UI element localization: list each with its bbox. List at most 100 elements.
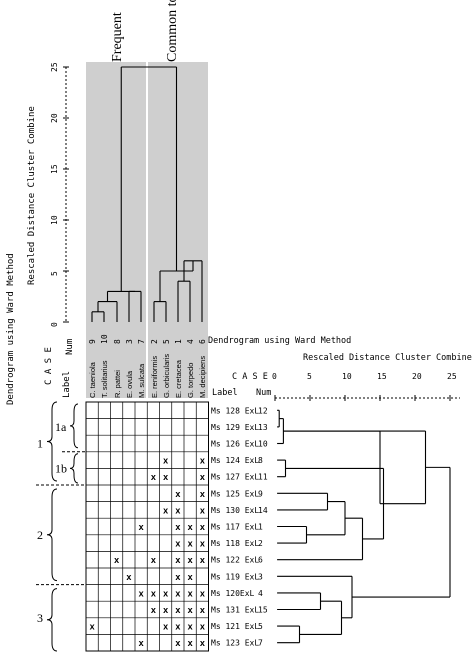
case-header: C A S E: [232, 372, 268, 382]
case-axis-tick-label: 25: [447, 372, 457, 381]
matrix-mark: x: [163, 622, 168, 632]
row-label: Ms 122 ExL: [211, 556, 259, 565]
matrix-mark: x: [200, 622, 205, 632]
row-num: 15: [258, 606, 268, 615]
row-num: 6: [258, 556, 263, 565]
matrix-mark: x: [188, 605, 193, 615]
matrix-mark: x: [175, 555, 180, 565]
group-label-1a: 1a: [55, 420, 67, 434]
row-num: 14: [258, 506, 268, 515]
row-label: Ms 120ExL: [211, 589, 255, 598]
row-label: Ms 124 ExL: [211, 456, 259, 465]
species-name: E. reniformis: [150, 356, 159, 398]
row-num: 5: [258, 622, 263, 631]
matrix-mark: x: [200, 505, 205, 515]
matrix-mark: x: [163, 505, 168, 515]
case-axis: 0 5 10 15 20 25: [272, 372, 460, 401]
matrix-mark: x: [139, 638, 144, 648]
matrix-mark: x: [151, 605, 156, 615]
matrix-mark: x: [188, 588, 193, 598]
matrix-mark: x: [188, 539, 193, 549]
top-num-label: Num: [65, 339, 75, 355]
group-label-frequent: Frequent: [110, 12, 125, 62]
matrix-mark: x: [200, 539, 205, 549]
matrix-mark: x: [151, 588, 156, 598]
brace-group-3: [46, 588, 58, 652]
matrix-mark: x: [175, 522, 180, 532]
top-label-header: Label: [62, 371, 72, 398]
species-name: C. taeniola: [88, 361, 97, 398]
matrix-mark: x: [90, 622, 95, 632]
matrix-mark: x: [188, 522, 193, 532]
matrix-mark: x: [200, 638, 205, 648]
matrix-mark: x: [175, 505, 180, 515]
matrix-mark: x: [188, 572, 193, 582]
matrix-mark: x: [188, 622, 193, 632]
row-num: 9: [258, 489, 263, 498]
matrix-mark: x: [200, 522, 205, 532]
case-num-header: Num: [256, 388, 271, 398]
matrix-mark: x: [163, 472, 168, 482]
row-num: 8: [258, 456, 263, 465]
frequent-band: [86, 62, 146, 398]
species-name: E. cretacea: [174, 359, 183, 398]
matrix-mark: x: [200, 472, 205, 482]
brace-group-1: [46, 401, 58, 482]
case-axis-tick-label: 20: [412, 372, 422, 381]
species-num: 3: [125, 339, 134, 344]
group-braces: 1 1a 1b 2 3: [36, 401, 86, 652]
species-num: 10: [100, 334, 109, 344]
row-label: Ms 127 ExL: [211, 473, 259, 482]
matrix-mark: x: [163, 605, 168, 615]
top-axis-tick-label: 25: [50, 62, 59, 72]
row-label: Ms 125 ExL: [211, 489, 259, 498]
matrix-mark: x: [200, 588, 205, 598]
matrix-mark: x: [163, 588, 168, 598]
matrix-mark: x: [200, 489, 205, 499]
case-label-header: Label: [212, 388, 238, 398]
row-label: Ms 130 ExL: [211, 506, 259, 515]
matrix-mark: x: [114, 555, 119, 565]
top-axis-tick-label: 10: [50, 215, 59, 225]
row-label: Ms 118 ExL: [211, 539, 259, 548]
case-axis-title: Rescaled Distance Cluster Combine: [303, 353, 472, 363]
species-num: 9: [88, 339, 97, 344]
matrix-mark: x: [175, 572, 180, 582]
case-dendrogram-title: Dendrogram using Ward Method: [208, 336, 351, 346]
row-num: 1: [258, 523, 263, 532]
case-dendrogram-lines: [277, 409, 451, 644]
species-num: 2: [150, 339, 159, 344]
species-num: 7: [137, 339, 146, 344]
group-label-common: Common to abundant: [165, 0, 180, 62]
top-case-header: C A S E: [44, 347, 54, 385]
top-axis: 0 5 10 15 20 25: [50, 62, 69, 327]
row-label: Ms 121 ExL: [211, 622, 259, 631]
row-label: Ms 126 ExL: [211, 440, 259, 449]
matrix-mark: x: [200, 456, 205, 466]
matrix-mark: x: [175, 638, 180, 648]
matrix-mark: x: [188, 638, 193, 648]
row-label: Ms 119 ExL: [211, 572, 259, 581]
group-label-1b: 1b: [55, 461, 67, 475]
matrix-mark: x: [175, 539, 180, 549]
matrix-mark: x: [188, 555, 193, 565]
matrix-mark: x: [175, 489, 180, 499]
row-label: Ms 117 ExL: [211, 523, 259, 532]
outer-dendrogram-title: Dendrogram using Ward Method: [6, 253, 16, 405]
matrix-mark: x: [163, 456, 168, 466]
row-num: 11: [258, 473, 268, 482]
brace-group-2: [46, 488, 58, 582]
group-label-1: 1: [37, 437, 43, 451]
matrix-mark: x: [126, 572, 131, 582]
species-num: 1: [174, 339, 183, 344]
row-label: Ms 131 ExL: [211, 606, 259, 615]
row-num: 4: [258, 589, 263, 598]
common-band: [148, 62, 208, 398]
top-axis-tick-label: 15: [50, 164, 59, 174]
row-num: 12: [258, 406, 268, 415]
species-num: 4: [186, 339, 195, 344]
matrix-mark: x: [175, 605, 180, 615]
